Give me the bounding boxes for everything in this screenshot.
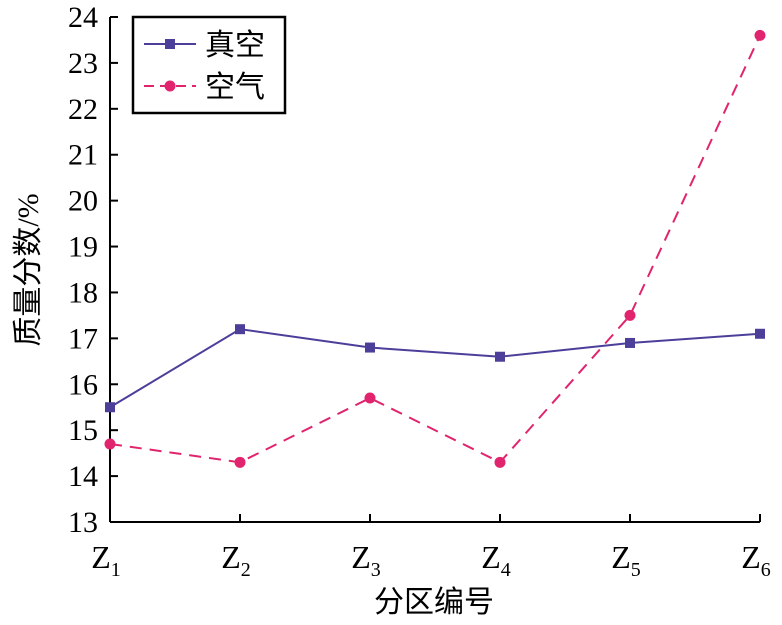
y-tick-label: 22 (68, 93, 98, 126)
legend-marker-square (165, 39, 175, 49)
y-tick-label: 23 (68, 47, 98, 80)
x-tick-label: Z4 (481, 539, 511, 581)
series-line (109, 34, 761, 464)
x-tick-label: Z2 (221, 539, 251, 581)
data-point-circle (104, 438, 116, 450)
data-point-square (625, 337, 635, 348)
x-axis-ticks: Z1 Z2 Z3 Z4 Z5 Z6 (91, 514, 771, 581)
legend-label: 真空 (205, 29, 265, 62)
y-axis-label: 质量分数/% (12, 193, 45, 346)
x-tick-label: Z1 (91, 539, 121, 581)
data-point-square (495, 351, 505, 362)
x-tick-label: Z6 (741, 539, 771, 581)
data-point-square (365, 342, 375, 353)
data-point-square (105, 402, 115, 413)
series-line (109, 328, 761, 409)
axes (109, 17, 760, 523)
y-tick-label: 17 (68, 322, 98, 355)
x-tick-label: Z5 (611, 539, 641, 581)
legend-box (131, 15, 287, 115)
y-tick-label: 15 (68, 414, 98, 447)
data-point-circle (234, 456, 246, 468)
data-point-circle (624, 309, 636, 321)
data-point-circle (494, 456, 506, 468)
y-tick-label: 24 (68, 1, 98, 34)
x-axis-label: 分区编号 (374, 586, 494, 619)
y-tick-label: 18 (68, 276, 98, 309)
data-point-circle (754, 29, 766, 41)
y-tick-label: 20 (68, 185, 98, 218)
series-layer (104, 29, 766, 468)
data-point-circle (364, 392, 376, 404)
y-tick-label: 19 (68, 231, 98, 264)
y-axis-ticks: 13 14 15 16 17 18 19 20 21 22 23 24 (68, 1, 118, 539)
y-tick-label: 16 (68, 368, 98, 401)
y-tick-label: 21 (68, 139, 98, 172)
series-2 (104, 29, 766, 468)
y-tick-label: 14 (68, 460, 98, 493)
series-1 (105, 324, 765, 413)
x-tick-label: Z3 (351, 539, 381, 581)
data-point-square (235, 324, 245, 335)
legend-marker-circle (164, 80, 176, 92)
y-tick-label: 13 (68, 506, 98, 539)
legend-label: 空气 (205, 71, 265, 104)
data-point-square (755, 328, 765, 339)
